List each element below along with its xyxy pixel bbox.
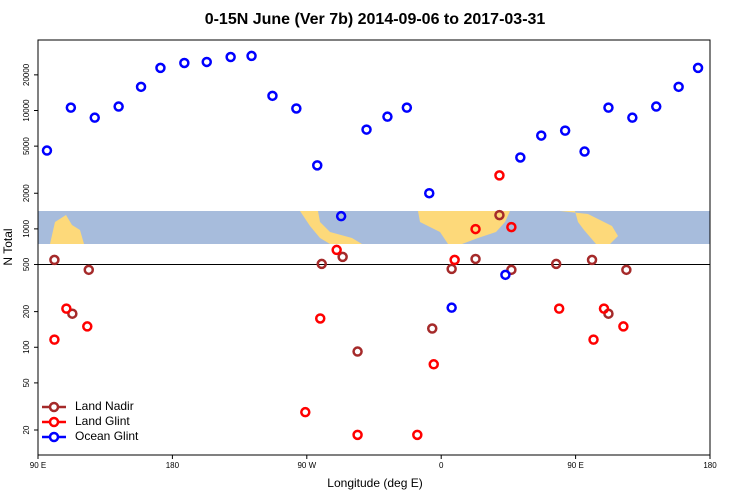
x-tick-label: 90 E xyxy=(567,461,583,470)
data-point xyxy=(61,303,72,314)
plot-frame xyxy=(37,39,711,456)
data-point xyxy=(361,124,372,135)
x-axis-title: Longitude (deg E) xyxy=(327,476,422,490)
y-tick-label: 2000 xyxy=(22,184,31,202)
x-tick-label: 180 xyxy=(703,461,717,470)
data-point xyxy=(331,244,342,256)
legend-label: Land Glint xyxy=(75,414,130,428)
y-axis-title: N Total xyxy=(1,228,15,265)
data-point xyxy=(500,269,511,281)
y-tick-label: 100 xyxy=(22,340,31,354)
data-point xyxy=(494,170,505,181)
data-point xyxy=(49,254,60,266)
y-tick-label: 5000 xyxy=(22,137,31,155)
x-tick-label: 180 xyxy=(166,461,180,470)
data-point xyxy=(314,313,326,324)
data-point xyxy=(412,429,423,441)
data-point xyxy=(65,102,77,113)
data-point xyxy=(446,263,457,275)
data-point xyxy=(316,258,327,270)
data-point xyxy=(135,81,147,93)
data-point xyxy=(536,130,547,141)
data-point xyxy=(650,101,662,112)
data-point xyxy=(553,303,565,314)
data-point xyxy=(588,334,599,345)
data-point xyxy=(41,145,53,156)
y-tick-label: 500 xyxy=(22,257,31,271)
data-point xyxy=(598,303,610,314)
data-point xyxy=(335,210,347,222)
y-tick-label: 1000 xyxy=(22,219,31,237)
data-point xyxy=(506,221,517,233)
data-point xyxy=(449,254,460,266)
data-point xyxy=(426,323,438,334)
data-point xyxy=(515,152,526,163)
data-point xyxy=(83,264,95,276)
data-point xyxy=(494,209,505,221)
legend-label: Land Nadir xyxy=(75,399,134,413)
data-point xyxy=(382,111,393,122)
data-point xyxy=(470,253,481,265)
data-point xyxy=(603,102,614,113)
x-tick-label: 90 E xyxy=(30,461,46,470)
y-tick-label: 20000 xyxy=(22,63,31,86)
data-point xyxy=(692,62,704,74)
map-band xyxy=(38,211,710,244)
y-tick-label: 200 xyxy=(22,304,31,318)
data-point xyxy=(352,346,363,357)
data-point xyxy=(446,302,457,313)
data-point xyxy=(352,429,363,441)
data-point xyxy=(618,321,629,332)
legend-marker xyxy=(48,431,60,443)
data-point xyxy=(586,254,598,266)
data-point xyxy=(67,308,78,319)
data-point xyxy=(246,50,257,62)
data-point xyxy=(424,187,435,199)
data-point xyxy=(621,264,632,276)
data-point xyxy=(401,102,413,113)
data-point xyxy=(89,112,100,123)
chart-title: 0-15N June (Ver 7b) 2014-09-06 to 2017-0… xyxy=(205,11,546,28)
data-point xyxy=(291,103,302,114)
data-point xyxy=(49,334,60,345)
data-point xyxy=(550,258,562,270)
data-point xyxy=(579,146,590,157)
data-point xyxy=(559,125,571,136)
legend-marker xyxy=(48,401,60,413)
data-point xyxy=(201,56,212,68)
data-point xyxy=(267,90,278,102)
data-point xyxy=(470,223,481,235)
data-point xyxy=(300,406,311,418)
y-tick-label: 10000 xyxy=(22,99,31,122)
legend-label: Ocean Glint xyxy=(75,429,139,443)
data-point xyxy=(312,160,323,171)
data-point xyxy=(673,81,684,93)
data-point xyxy=(337,251,348,263)
x-tick-label: 90 W xyxy=(297,461,316,470)
data-point xyxy=(113,101,124,112)
data-point xyxy=(428,359,439,370)
legend-marker xyxy=(48,416,60,428)
data-point xyxy=(506,264,517,276)
data-point xyxy=(82,321,93,332)
data-point xyxy=(225,51,236,63)
data-point xyxy=(155,62,166,74)
y-tick-label: 20 xyxy=(22,425,31,434)
data-point xyxy=(627,112,638,123)
x-tick-label: 0 xyxy=(439,461,444,470)
y-tick-label: 50 xyxy=(22,378,31,387)
data-point xyxy=(179,57,190,69)
